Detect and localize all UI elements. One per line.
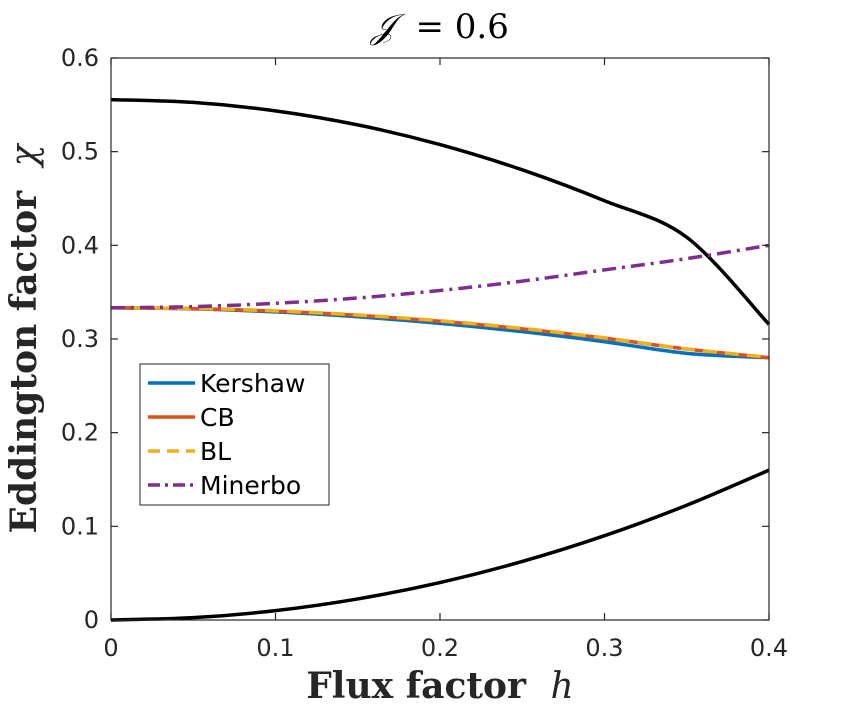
y-axis-title-text: Eddington factor <box>3 190 45 534</box>
legend-item-minerbo: Minerbo <box>148 471 301 500</box>
x-tick-labels: 0 0.1 0.2 0.3 0.4 <box>103 634 788 662</box>
y-tick-label: 0.2 <box>61 419 99 447</box>
x-tick-label: 0.4 <box>750 634 788 662</box>
legend: Kershaw CB BL Minerbo <box>139 363 330 506</box>
x-axis-title-var: h <box>551 666 574 707</box>
x-axis-title-text: Flux factor <box>306 665 527 707</box>
bounds-layer <box>110 97 771 622</box>
series-layer <box>110 243 770 360</box>
y-axis-title: Eddington factor χ <box>3 142 45 533</box>
x-tick-label: 0.2 <box>421 634 459 662</box>
y-tick-label: 0 <box>84 606 99 634</box>
series-line-minerbo <box>110 243 770 310</box>
ticks-layer <box>110 57 770 621</box>
y-tick-label: 0.5 <box>61 138 99 166</box>
chart-title-symbol: 𝒥 <box>369 7 406 47</box>
legend-item-cb: CB <box>148 403 235 432</box>
y-tick-label: 0.6 <box>61 44 99 72</box>
y-tick-label: 0.4 <box>61 231 99 259</box>
legend-item-kershaw: Kershaw <box>148 369 305 398</box>
legend-label: Minerbo <box>200 471 301 500</box>
x-tick-label: 0.3 <box>585 634 623 662</box>
chart-title: 𝒥 = 0.6 <box>369 7 509 47</box>
legend-item-bl: BL <box>148 437 231 466</box>
series-line-bl <box>110 306 770 360</box>
x-tick-label: 0.1 <box>256 634 294 662</box>
x-axis-title: Flux factor h <box>306 665 573 707</box>
legend-label: BL <box>200 437 231 466</box>
plot-area <box>111 58 769 620</box>
lower-bound-curve <box>110 468 770 622</box>
chart-title-value: = 0.6 <box>415 7 508 47</box>
legend-items: Kershaw CB BL Minerbo <box>148 369 305 500</box>
upper-bound-curve <box>110 97 771 326</box>
y-axis-title-var: χ <box>4 142 45 169</box>
y-tick-label: 0.1 <box>61 512 99 540</box>
y-tick-label: 0.3 <box>61 325 99 353</box>
x-tick-label: 0 <box>103 634 118 662</box>
y-tick-labels: 0 0.1 0.2 0.3 0.4 0.5 0.6 <box>61 44 99 634</box>
legend-label: CB <box>200 403 235 432</box>
legend-label: Kershaw <box>200 369 305 398</box>
legend-box <box>139 363 330 506</box>
